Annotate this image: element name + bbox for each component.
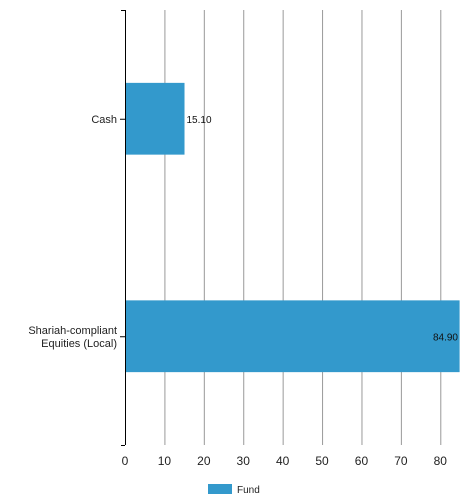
bar-1 xyxy=(125,300,460,373)
axes xyxy=(121,10,126,446)
x-tick-label-30: 30 xyxy=(237,454,251,468)
x-tick-label-10: 10 xyxy=(158,454,172,468)
legend-swatch-fund xyxy=(208,484,232,494)
x-tick-label-80: 80 xyxy=(434,454,448,468)
category-labels: Cash Shariah-compliant Equities (Local) xyxy=(28,114,125,350)
data-label-1: 84.90 xyxy=(433,332,458,343)
data-labels: 15.10 84.90 xyxy=(187,115,459,344)
legend-label-fund: Fund xyxy=(237,485,260,496)
data-label-0: 15.10 xyxy=(187,115,212,126)
x-tick-label-0: 0 xyxy=(122,454,129,468)
x-axis-ticks: 0 10 20 30 40 50 60 70 80 xyxy=(122,454,448,468)
x-tick-label-20: 20 xyxy=(197,454,211,468)
x-tick-label-50: 50 xyxy=(315,454,329,468)
category-label-1: Shariah-compliant Equities (Local) xyxy=(28,325,117,350)
x-tick-label-40: 40 xyxy=(276,454,290,468)
x-tick-label-70: 70 xyxy=(394,454,408,468)
category-label-0: Cash xyxy=(91,114,117,126)
gridlines xyxy=(164,10,442,445)
bars xyxy=(125,82,460,373)
x-tick-label-60: 60 xyxy=(355,454,369,468)
legend: Fund xyxy=(208,484,260,496)
bar-0 xyxy=(125,82,185,155)
